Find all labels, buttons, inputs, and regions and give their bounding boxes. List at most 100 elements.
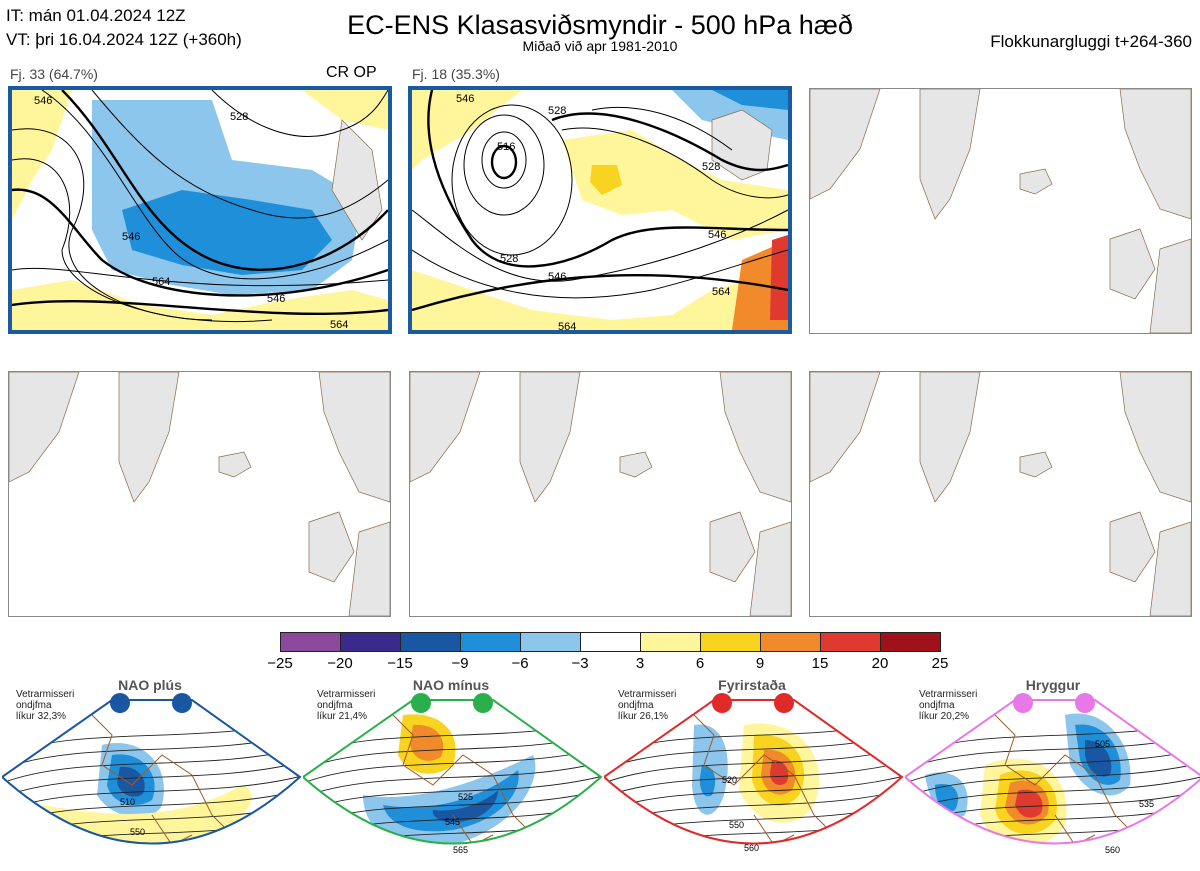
anomaly-area bbox=[1015, 860, 1045, 870]
regime-probability-line: líkur 26,1% bbox=[618, 711, 669, 722]
colorbar-tick: −3 bbox=[571, 655, 589, 672]
regime-title: NAO plús bbox=[118, 677, 182, 693]
regime-marker-dot bbox=[1013, 693, 1033, 713]
panel-1-label: Fj. 33 (64.7%) bbox=[10, 66, 98, 82]
regime-probability-line: ondjfma bbox=[919, 700, 955, 711]
anomaly-area bbox=[432, 790, 498, 823]
height-contour bbox=[2, 747, 300, 784]
anomaly-area bbox=[699, 765, 716, 797]
anomaly-area bbox=[770, 759, 789, 785]
contour-label: 528 bbox=[548, 105, 566, 117]
colorbar-tick: −9 bbox=[451, 655, 469, 672]
contour-label: 560 bbox=[1105, 845, 1120, 855]
init-time: IT: mán 01.04.2024 12Z bbox=[6, 6, 186, 25]
height-contour bbox=[604, 775, 902, 812]
contour-label: 560 bbox=[744, 843, 759, 853]
colorbar-tick: 9 bbox=[755, 655, 765, 672]
negative-anomaly-area bbox=[122, 190, 332, 275]
colorbar-cell bbox=[460, 632, 521, 652]
colorbar-cell bbox=[280, 632, 341, 652]
height-contour bbox=[905, 775, 1200, 812]
height-contour bbox=[905, 761, 1200, 798]
contour-label: 564 bbox=[152, 276, 170, 288]
positive-anomaly-area bbox=[590, 165, 622, 195]
regime-probability: Vetrarmisseri ondjfma líkur 26,1% bbox=[618, 689, 676, 722]
positive-anomaly-area bbox=[12, 280, 388, 330]
fan-outline bbox=[905, 699, 1200, 845]
colorbar-tick: −6 bbox=[511, 655, 529, 672]
anomaly-area bbox=[1085, 740, 1112, 777]
colorbar-cell bbox=[700, 632, 761, 652]
regime-probability-line: líkur 21,4% bbox=[317, 711, 368, 722]
regime-probability-line: ondjfma bbox=[618, 700, 654, 711]
height-contour bbox=[303, 747, 601, 784]
regime-marker-dot bbox=[1075, 693, 1095, 713]
colorbar-cell bbox=[640, 632, 701, 652]
positive-anomaly-area bbox=[302, 90, 388, 130]
colorbar-cell bbox=[820, 632, 881, 652]
contour-label: 525 bbox=[458, 792, 473, 802]
regime-fan-map: 510 550 bbox=[2, 699, 302, 845]
contour-label: 545 bbox=[445, 817, 460, 827]
colorbar-cell bbox=[520, 632, 581, 652]
regime-fan-map: 520 550 560 bbox=[604, 699, 904, 853]
anomaly-area bbox=[1015, 789, 1043, 818]
regime-fan-map: 525 545 565 bbox=[303, 699, 603, 855]
contour-label: 564 bbox=[712, 286, 730, 298]
colorbar-tick: −15 bbox=[387, 655, 413, 672]
anomaly-area bbox=[410, 724, 444, 761]
contour-label: 546 bbox=[456, 93, 474, 105]
colorbar-cell bbox=[400, 632, 461, 652]
colorbar-tick: 15 bbox=[811, 655, 829, 672]
contour-label: 546 bbox=[34, 95, 52, 107]
fan-outline bbox=[2, 699, 302, 845]
contour-label: 546 bbox=[122, 231, 140, 243]
cluster-map-1: 546 528 546 564 546 564 bbox=[12, 90, 388, 330]
colorbar-cell bbox=[580, 632, 641, 652]
regime-probability: Vetrarmisseri ondjfma líkur 21,4% bbox=[317, 689, 375, 722]
regime-probability-line: Vetrarmisseri bbox=[317, 689, 376, 700]
contour-label: 550 bbox=[130, 827, 145, 837]
cluster-panel-empty bbox=[809, 371, 1192, 617]
colorbar-tick: 25 bbox=[931, 655, 949, 672]
anomaly-area bbox=[383, 770, 519, 832]
colorbar-cell bbox=[760, 632, 821, 652]
regime-marker-dot bbox=[110, 693, 130, 713]
cluster-panel-2[interactable]: 546 528 516 528 546 528 546 564 564 bbox=[408, 86, 792, 334]
classification-window: Flokkunargluggi t+264-360 bbox=[990, 32, 1192, 51]
regime-probability-line: Vetrarmisseri bbox=[919, 689, 978, 700]
regime-marker-dot bbox=[411, 693, 431, 713]
height-contour bbox=[303, 775, 601, 812]
regime-probability-line: ondjfma bbox=[317, 700, 353, 711]
contour-label: 564 bbox=[330, 319, 348, 330]
regime-fan-map: 505 535 560 bbox=[905, 699, 1200, 870]
anomaly-area bbox=[117, 766, 145, 797]
regime-marker-dot bbox=[774, 693, 794, 713]
contour-label: 546 bbox=[708, 229, 726, 241]
page-subtitle: Miðað við apr 1981-2010 bbox=[522, 38, 678, 54]
fan-outline bbox=[303, 699, 603, 845]
panel-1-tag: CR OP bbox=[326, 64, 377, 81]
contour-label: 564 bbox=[558, 321, 576, 330]
height-contour bbox=[905, 747, 1200, 784]
panel-2-label: Fj. 18 (35.3%) bbox=[412, 66, 500, 82]
colorbar-tick: −25 bbox=[267, 655, 293, 672]
cluster-panel-1[interactable]: 546 528 546 564 546 564 bbox=[8, 86, 392, 334]
regime-probability-line: Vetrarmisseri bbox=[618, 689, 677, 700]
height-contour bbox=[2, 775, 300, 812]
colorbar-tick: 3 bbox=[635, 655, 645, 672]
negative-anomaly-area bbox=[712, 90, 788, 110]
height-contour bbox=[303, 761, 601, 798]
regime-probability-line: líkur 32,3% bbox=[16, 711, 67, 722]
contour-label: 565 bbox=[453, 845, 468, 855]
regime-marker-dot bbox=[473, 693, 493, 713]
height-contour bbox=[604, 747, 902, 784]
contour-label: 510 bbox=[120, 797, 135, 807]
contour-label: 528 bbox=[230, 111, 248, 123]
regime-title: Fyrirstaða bbox=[718, 677, 786, 693]
regime-probability-line: ondjfma bbox=[16, 700, 52, 711]
regime-title: Hryggur bbox=[1025, 677, 1081, 693]
contour-label: 528 bbox=[500, 253, 518, 265]
fan-outline bbox=[604, 699, 904, 845]
regime-probability-line: líkur 20,2% bbox=[919, 711, 970, 722]
